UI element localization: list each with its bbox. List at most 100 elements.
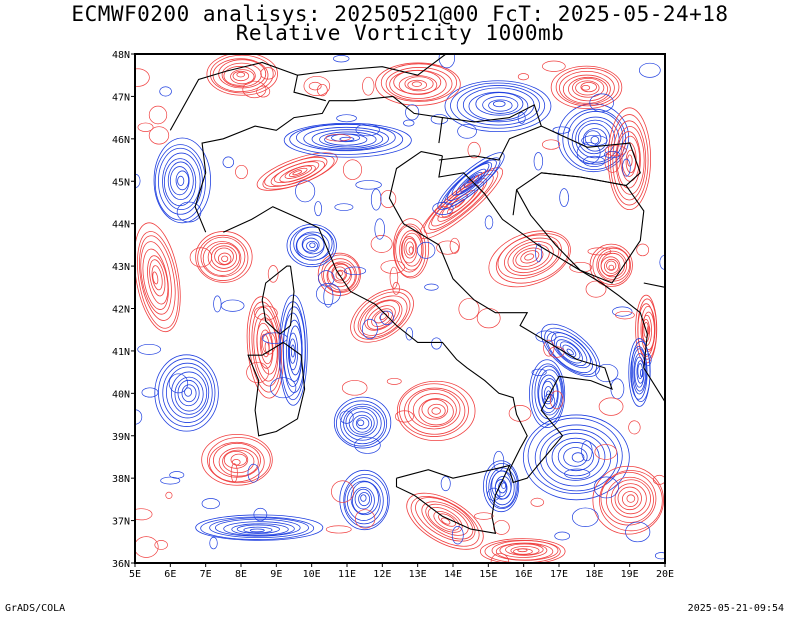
contour-line — [483, 460, 520, 513]
contour-line — [339, 410, 354, 424]
contour-line — [288, 325, 303, 376]
contour-line — [431, 337, 442, 350]
contour-line — [626, 494, 636, 503]
lat-tick-label: 43N — [112, 262, 130, 273]
contour-line — [270, 160, 325, 187]
contour-line — [495, 233, 570, 284]
contour-line — [260, 67, 276, 80]
contour-line — [370, 188, 382, 211]
contour-line — [436, 240, 460, 255]
contour-line — [595, 363, 619, 383]
contour-line — [230, 463, 238, 483]
contour-line — [628, 338, 651, 407]
contour-line — [612, 120, 647, 201]
contour-line — [295, 180, 316, 203]
contour-line — [449, 237, 460, 254]
contour-line — [639, 62, 661, 78]
contour-line — [346, 480, 381, 521]
contour-line — [339, 469, 390, 531]
contour-line — [175, 170, 190, 191]
contour-line — [343, 473, 389, 528]
contour-line — [200, 516, 315, 540]
contour-line — [309, 242, 316, 249]
croatia-border — [512, 125, 641, 216]
contour-line — [334, 203, 354, 211]
contour-line — [354, 488, 372, 510]
contour-line — [488, 99, 513, 112]
contour-line — [643, 321, 649, 338]
contour-line — [535, 243, 543, 263]
contour-line — [488, 230, 571, 288]
contour-line — [162, 362, 213, 423]
balkan-coast — [438, 155, 665, 403]
contour-line — [341, 380, 368, 396]
contour-line — [163, 158, 197, 207]
longitude-axis: 5E 6E 7E 8E 9E 10E 11E 12E 13E 14E 15E 16E 17E 18E 19E… — [129, 563, 674, 580]
contour-line — [410, 495, 480, 547]
contour-line — [222, 449, 255, 474]
footer-timestamp: 2025-05-21-09:54 — [687, 603, 784, 614]
contour-line — [142, 248, 169, 310]
contour-line — [581, 85, 591, 91]
contour-line — [214, 247, 234, 266]
lat-tick-label: 39N — [112, 432, 130, 443]
alpine-border — [194, 95, 444, 233]
contour-line — [302, 237, 320, 253]
contour-line — [380, 310, 394, 326]
contour-line — [167, 161, 194, 201]
contour-line — [431, 407, 441, 415]
contour-line — [582, 128, 608, 152]
contour-line — [177, 175, 185, 186]
contour-line — [529, 359, 566, 428]
contour-line — [458, 298, 480, 320]
contour-line — [137, 122, 154, 132]
contour-line — [566, 348, 574, 356]
contour-line — [418, 398, 454, 426]
contour-line — [403, 237, 417, 259]
contour-line — [158, 358, 216, 427]
contour-line — [230, 453, 248, 466]
contour-line — [513, 548, 533, 555]
contour-line — [364, 300, 400, 331]
contour-line — [512, 244, 550, 270]
lon-tick-label: 7E — [200, 569, 212, 580]
contour-line — [599, 470, 663, 532]
contour-line — [545, 432, 606, 481]
contour-line — [375, 62, 461, 106]
corsica-coast — [261, 265, 295, 335]
contour-line — [221, 255, 229, 263]
lat-tick-label: 36N — [112, 559, 130, 570]
contour-line — [352, 414, 373, 433]
contour-line — [246, 361, 269, 384]
contour-line — [380, 190, 397, 209]
contour-line — [287, 332, 299, 371]
contour-line — [162, 152, 201, 211]
contour-line — [627, 154, 633, 167]
contour-line — [160, 476, 181, 485]
contour-line — [317, 83, 328, 97]
contour-line — [181, 384, 197, 403]
contour-line — [534, 424, 619, 492]
contour-line — [610, 378, 625, 400]
contour-line — [379, 313, 388, 320]
contour-line — [427, 403, 446, 418]
contour-line — [148, 105, 168, 125]
contour-line — [236, 524, 280, 534]
contour-line — [396, 380, 476, 442]
contour-line — [603, 150, 621, 159]
lon-tick-label: 19E — [621, 569, 639, 580]
contour-line — [325, 525, 352, 534]
contour-line — [550, 65, 623, 109]
contour-line — [214, 518, 301, 537]
contour-line — [564, 468, 591, 479]
contour-line — [147, 255, 169, 305]
lon-tick-label: 18E — [585, 569, 603, 580]
contour-line — [468, 91, 529, 121]
contour-line — [559, 70, 615, 105]
contour-line — [332, 266, 348, 282]
contour-line — [598, 397, 624, 416]
contour-line — [289, 226, 335, 265]
contour-line — [616, 131, 641, 189]
contour-line — [628, 420, 641, 435]
